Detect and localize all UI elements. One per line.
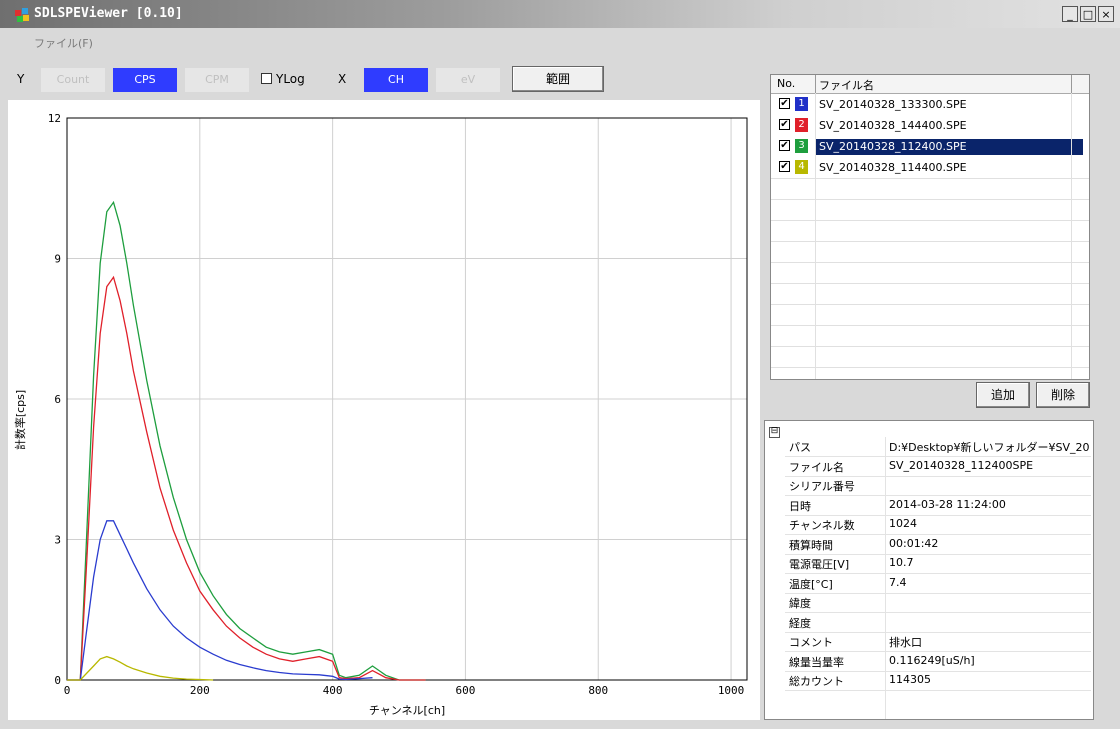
row-color-swatch: 4	[795, 160, 808, 174]
property-row[interactable]: 日時 2014-03-28 11:24:00	[785, 496, 1091, 516]
property-key: ファイル名	[789, 460, 844, 474]
add-button[interactable]: 追加	[976, 382, 1030, 408]
property-key: チャンネル数	[789, 519, 855, 532]
y-tick-label: 9	[54, 253, 61, 266]
property-row[interactable]: チャンネル数 1024	[785, 515, 1091, 535]
property-key: 線量当量率	[789, 655, 844, 669]
x-axis-title: チャンネル[ch]	[369, 704, 445, 717]
property-row[interactable]: ファイル名 SV_20140328_112400SPE	[785, 457, 1091, 477]
ev-button[interactable]: eV	[436, 68, 500, 92]
property-row[interactable]: 積算時間 00:01:42	[785, 535, 1091, 555]
series-line-1	[67, 200, 426, 681]
spectrum-chart: 0 200 400 600 800 1000 0 3 6 9 12 チャンネル[ch] 計数率[cp…	[13, 112, 748, 717]
minimize-button[interactable]: _	[1062, 6, 1078, 22]
property-grid: ⊟ パス D:¥Desktop¥新しいフォルダー¥SV_2014... ファイル名 S…	[764, 420, 1094, 720]
property-row[interactable]: パス D:¥Desktop¥新しいフォルダー¥SV_2014...	[785, 437, 1091, 457]
ch-button[interactable]: CH	[364, 68, 428, 92]
chart-grid	[66, 117, 747, 681]
ylog-label: YLog	[276, 72, 305, 86]
property-row[interactable]: 総カウント 114305	[785, 671, 1091, 691]
range-button[interactable]: 範囲	[512, 66, 604, 92]
property-row[interactable]: 経度	[785, 613, 1091, 633]
property-value: 排水口	[889, 636, 922, 649]
property-key: 電源電圧[V]	[789, 558, 850, 571]
property-row[interactable]: 緯度	[785, 593, 1091, 613]
collapse-icon[interactable]: ⊟	[769, 426, 780, 438]
file-list-row[interactable]: ✔ 4 SV_20140328_114400.SPE	[771, 157, 1089, 177]
series-line-4	[67, 655, 214, 681]
row-color-swatch: 2	[795, 118, 808, 132]
y-tick-label: 3	[54, 534, 61, 547]
column-file-name[interactable]: ファイル名	[819, 79, 874, 92]
property-key: コメント	[789, 636, 833, 649]
row-file-name: SV_20140328_114400.SPE	[819, 161, 967, 174]
maximize-button[interactable]: □	[1080, 6, 1096, 22]
column-no[interactable]: No.	[777, 77, 796, 90]
property-value: 00:01:42	[889, 536, 939, 550]
y-axis-label: Y	[17, 72, 25, 86]
delete-button[interactable]: 削除	[1036, 382, 1090, 408]
row-checkbox[interactable]: ✔	[779, 98, 790, 109]
toolbar: Y Count CPS CPM YLog X CH eV 範囲	[0, 66, 760, 94]
row-color-swatch: 1	[795, 97, 808, 111]
property-row[interactable]: 電源電圧[V] 10.7	[785, 554, 1091, 574]
property-value: 114305	[889, 673, 931, 686]
property-value: 7.4	[889, 575, 907, 589]
file-list-row[interactable]: ✔ 2 SV_20140328_144400.SPE	[771, 115, 1089, 135]
cps-button[interactable]: CPS	[113, 68, 177, 92]
x-tick-label: 600	[456, 684, 476, 697]
property-value: 0.116249[uS/h]	[889, 653, 975, 667]
row-file-name: SV_20140328_144400.SPE	[819, 119, 967, 132]
row-checkbox[interactable]: ✔	[779, 119, 790, 130]
file-list[interactable]: No. ファイル名 ✔ 1 SV_20140328_133300.SPE ✔ 2 SV_2…	[770, 74, 1090, 380]
file-list-row[interactable]: ✔ 3 SV_20140328_112400.SPE	[771, 136, 1089, 156]
property-key: 緯度	[789, 597, 811, 610]
property-row[interactable]: 温度[°C] 7.4	[785, 574, 1091, 594]
title-bar: SDLSPEViewer [0.10] _ □ ×	[0, 0, 1120, 28]
close-button[interactable]: ×	[1098, 6, 1114, 22]
row-checkbox[interactable]: ✔	[779, 140, 790, 151]
property-key: 総カウント	[789, 675, 844, 688]
x-axis-label: X	[338, 72, 347, 86]
row-file-name: SV_20140328_133300.SPE	[819, 98, 967, 111]
property-key: パス	[789, 441, 811, 454]
property-value: D:¥Desktop¥新しいフォルダー¥SV_2014...	[889, 441, 1089, 454]
x-tick-label: 0	[64, 684, 71, 697]
ylog-checkbox[interactable]	[261, 73, 272, 84]
property-key: 積算時間	[789, 538, 833, 552]
x-tick-label: 200	[190, 684, 210, 697]
count-button[interactable]: Count	[41, 68, 105, 92]
row-checkbox[interactable]: ✔	[779, 161, 790, 172]
window-title: SDLSPEViewer [0.10]	[34, 6, 183, 21]
property-key: 経度	[789, 616, 811, 630]
x-tick-label: 400	[323, 684, 343, 697]
series-line-3	[67, 520, 373, 681]
property-key: 日時	[789, 499, 811, 513]
y-axis-title: 計数率[cps]	[13, 390, 27, 450]
property-key: シリアル番号	[789, 480, 855, 493]
property-row[interactable]: コメント 排水口	[785, 632, 1091, 652]
y-tick-label: 12	[48, 112, 61, 125]
property-value: 2014-03-28 11:24:00	[889, 497, 1006, 511]
menu-bar: ファイル(F)	[0, 28, 1120, 54]
property-value: 10.7	[889, 556, 914, 569]
y-tick-label: 6	[54, 393, 61, 406]
row-color-swatch: 3	[795, 139, 808, 153]
property-key: 温度[°C]	[789, 577, 833, 591]
y-tick-label: 0	[54, 674, 61, 687]
x-tick-label: 800	[588, 684, 608, 697]
x-tick-label: 1000	[718, 684, 745, 697]
app-icon	[15, 8, 29, 22]
property-value: 1024	[889, 517, 917, 530]
file-list-row[interactable]: ✔ 1 SV_20140328_133300.SPE	[771, 94, 1089, 114]
series-line-2	[67, 275, 426, 681]
property-row[interactable]: 線量当量率 0.116249[uS/h]	[785, 652, 1091, 672]
cpm-button[interactable]: CPM	[185, 68, 249, 92]
file-list-header: No. ファイル名	[771, 75, 1089, 94]
property-value: SV_20140328_112400SPE	[889, 458, 1034, 472]
menu-file[interactable]: ファイル(F)	[34, 37, 93, 50]
property-row[interactable]: シリアル番号	[785, 476, 1091, 496]
row-file-name: SV_20140328_112400.SPE	[815, 139, 1083, 155]
spectrum-chart-area: 0 200 400 600 800 1000 0 3 6 9 12 チャンネル[ch] 計数率[cp…	[8, 100, 760, 720]
